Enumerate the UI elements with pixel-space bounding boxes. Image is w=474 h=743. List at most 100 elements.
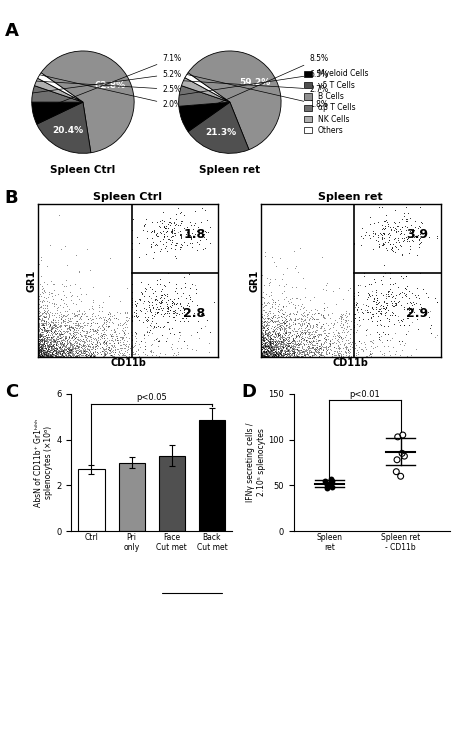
Point — [273, 348, 280, 360]
Point — [271, 298, 279, 310]
Point — [279, 337, 287, 348]
Point — [260, 349, 267, 361]
Point — [271, 340, 278, 352]
Point — [304, 323, 311, 335]
Point — [271, 345, 279, 357]
Point — [334, 345, 341, 357]
Point — [320, 312, 328, 324]
Point — [94, 328, 102, 340]
Point — [261, 345, 268, 357]
Point — [36, 327, 44, 339]
Point — [73, 322, 81, 334]
Point — [276, 320, 284, 332]
Point — [80, 337, 87, 348]
Point — [177, 233, 184, 244]
Point — [38, 334, 46, 346]
Point — [303, 347, 311, 359]
Point — [40, 315, 47, 327]
Point — [42, 319, 50, 331]
Point — [49, 340, 57, 352]
Point — [283, 339, 291, 351]
Point — [319, 341, 327, 353]
Point — [79, 330, 86, 342]
Point — [96, 337, 103, 348]
Point — [55, 347, 63, 359]
Point — [40, 337, 48, 349]
Point — [75, 305, 83, 317]
Point — [259, 347, 266, 359]
Point — [138, 288, 146, 300]
Point — [395, 243, 402, 255]
Point — [273, 351, 281, 363]
Point — [257, 346, 264, 358]
Point — [73, 319, 80, 331]
Point — [194, 316, 201, 328]
Point — [264, 327, 272, 339]
Point — [389, 221, 396, 233]
Point — [312, 318, 320, 330]
Point — [58, 311, 65, 323]
Point — [110, 351, 118, 363]
Point — [57, 332, 65, 344]
Point — [36, 342, 43, 354]
Point — [67, 290, 74, 302]
Point — [286, 347, 294, 359]
Point — [76, 320, 83, 332]
Point — [271, 341, 279, 353]
Point — [264, 344, 272, 356]
Point — [38, 330, 46, 342]
Point — [286, 351, 293, 363]
Point — [185, 268, 192, 280]
Point — [311, 344, 319, 356]
Point — [110, 323, 118, 335]
Point — [154, 305, 162, 317]
Point — [37, 333, 45, 345]
Point — [264, 296, 272, 308]
Point — [379, 229, 386, 241]
Point — [41, 340, 49, 351]
Point — [37, 348, 45, 360]
Point — [264, 326, 272, 338]
Point — [37, 345, 45, 357]
Point — [260, 315, 268, 327]
Point — [262, 325, 269, 337]
Point — [322, 329, 330, 341]
Point — [60, 344, 68, 356]
Point — [351, 297, 358, 309]
Point — [180, 315, 188, 327]
Point — [272, 341, 280, 353]
Point — [270, 347, 277, 359]
Point — [191, 279, 199, 291]
Point — [285, 346, 292, 358]
Point — [203, 314, 211, 326]
Point — [195, 228, 202, 240]
Point — [264, 329, 272, 341]
Point — [333, 298, 340, 310]
Point — [172, 349, 179, 361]
Point — [40, 345, 48, 357]
Point — [284, 340, 292, 352]
Point — [294, 340, 301, 351]
Point — [54, 345, 61, 357]
Point — [61, 313, 68, 325]
Point — [37, 345, 45, 357]
Point — [54, 331, 62, 343]
Point — [269, 340, 277, 352]
Point — [346, 337, 353, 349]
Point — [351, 321, 358, 333]
Point — [52, 319, 60, 331]
Point — [305, 340, 313, 351]
Point — [69, 338, 77, 350]
Point — [260, 296, 267, 308]
Point — [276, 329, 284, 341]
Point — [268, 315, 276, 327]
Point — [58, 340, 65, 352]
Point — [118, 349, 126, 361]
Text: 2.5%: 2.5% — [36, 81, 182, 94]
Point — [296, 241, 304, 253]
Point — [262, 339, 269, 351]
Point — [39, 347, 46, 359]
Point — [141, 218, 148, 230]
Point — [74, 319, 82, 331]
Point — [306, 321, 314, 333]
